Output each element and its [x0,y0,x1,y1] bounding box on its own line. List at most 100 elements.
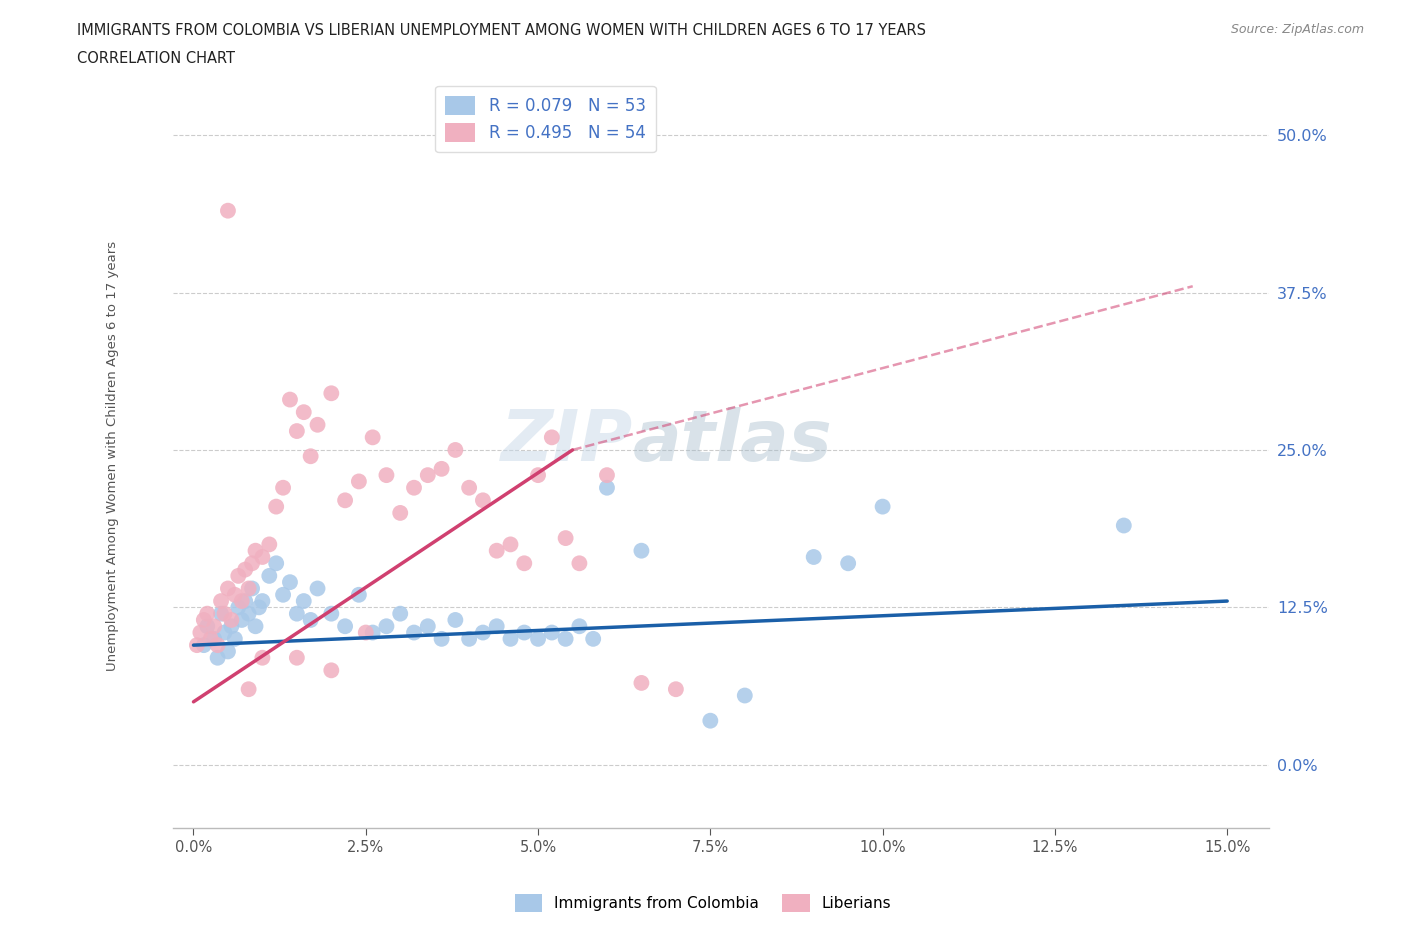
Point [221,618,243,633]
Point [264,556,287,571]
Point [224,588,246,603]
Point [361,430,384,445]
Point [837,556,859,571]
Point [540,430,562,445]
Point [513,556,536,571]
Point [233,562,256,577]
Point [416,468,439,483]
Point [238,581,260,596]
Point [195,618,218,633]
Point [224,631,246,646]
Point [540,625,562,640]
Point [872,499,894,514]
Point [582,631,605,646]
Point [278,392,301,407]
Point [361,625,384,640]
Point [513,625,536,640]
Point [402,625,425,640]
Text: CORRELATION CHART: CORRELATION CHART [77,51,235,66]
Point [233,593,256,608]
Point [734,688,756,703]
Legend: Immigrants from Colombia, Liberians: Immigrants from Colombia, Liberians [509,888,897,918]
Point [347,474,370,489]
Legend: R = 0.079   N = 53, R = 0.495   N = 54: R = 0.079 N = 53, R = 0.495 N = 54 [436,86,655,153]
Point [207,638,229,653]
Point [596,468,619,483]
Point [430,461,453,476]
Point [347,588,370,603]
Point [321,386,343,401]
Point [240,556,263,571]
Point [458,631,481,646]
Point [271,588,294,603]
Point [471,625,494,640]
Text: IMMIGRANTS FROM COLOMBIA VS LIBERIAN UNEMPLOYMENT AMONG WOMEN WITH CHILDREN AGES: IMMIGRANTS FROM COLOMBIA VS LIBERIAN UNE… [77,23,927,38]
Point [245,543,267,558]
Point [307,581,329,596]
Point [485,618,508,633]
Point [238,606,260,621]
Text: Source: ZipAtlas.com: Source: ZipAtlas.com [1230,23,1364,36]
Point [285,606,308,621]
Point [186,638,208,653]
Text: ZIP: ZIP [501,407,633,476]
Point [200,631,222,646]
Point [471,493,494,508]
Point [389,506,412,521]
Point [568,556,591,571]
Point [285,424,308,439]
Point [247,600,270,615]
Point [278,575,301,590]
Point [226,600,249,615]
Point [321,606,343,621]
Point [292,405,315,419]
Point [226,568,249,583]
Point [321,663,343,678]
Point [195,606,218,621]
Point [375,618,398,633]
Point [444,613,467,628]
Point [630,543,652,558]
Point [665,682,688,697]
Point [389,606,412,621]
Point [596,480,619,495]
Point [245,618,267,633]
Point [527,631,550,646]
Point [299,613,322,628]
Point [307,418,329,432]
Point [527,468,550,483]
Point [444,443,467,458]
Text: Unemployment Among Women with Children Ages 6 to 17 years: Unemployment Among Women with Children A… [105,241,120,671]
Point [292,593,315,608]
Point [485,543,508,558]
Point [259,537,281,551]
Point [240,581,263,596]
Point [214,606,236,621]
Point [333,618,356,633]
Point [231,613,253,628]
Point [221,613,243,628]
Point [202,631,225,646]
Point [217,644,239,658]
Point [252,550,274,565]
Point [259,568,281,583]
Point [193,613,215,628]
Point [416,618,439,633]
Point [803,550,825,565]
Point [209,593,232,608]
Point [402,480,425,495]
Point [458,480,481,495]
Point [252,650,274,665]
Point [190,625,212,640]
Point [252,593,274,608]
Point [499,537,522,551]
Point [499,631,522,646]
Point [554,531,576,546]
Point [202,618,225,633]
Point [699,713,721,728]
Point [430,631,453,646]
Point [285,650,308,665]
Point [333,493,356,508]
Point [271,480,294,495]
Point [231,593,253,608]
